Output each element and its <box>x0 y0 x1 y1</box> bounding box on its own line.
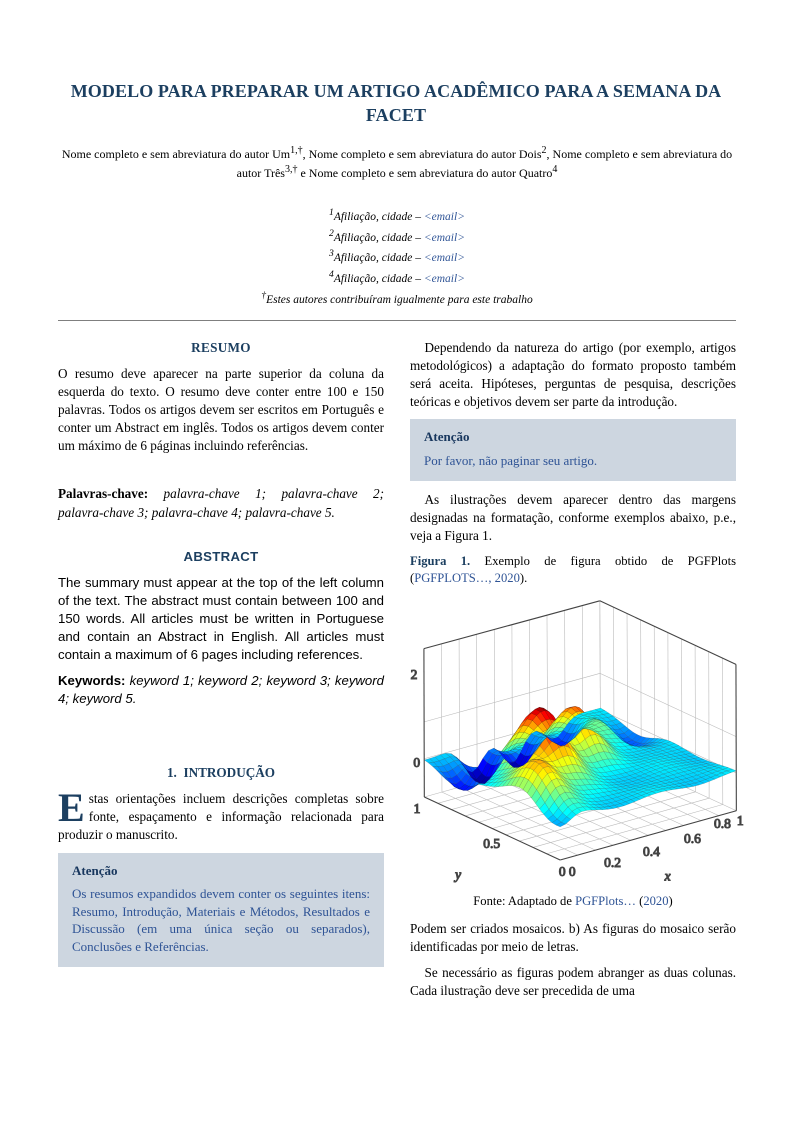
svg-text:y: y <box>453 867 461 882</box>
svg-text:0.2: 0.2 <box>604 855 621 870</box>
svg-text:0.8: 0.8 <box>714 816 731 831</box>
svg-text:2: 2 <box>411 667 418 682</box>
svg-text:1: 1 <box>737 813 744 828</box>
svg-text:0.6: 0.6 <box>684 831 701 846</box>
svg-text:0.5: 0.5 <box>483 836 500 851</box>
svg-text:x: x <box>664 868 671 883</box>
svg-text:0 0: 0 0 <box>559 864 576 879</box>
svg-text:1: 1 <box>414 801 421 816</box>
svg-text:0.4: 0.4 <box>643 844 660 859</box>
svg-text:0: 0 <box>413 755 420 770</box>
